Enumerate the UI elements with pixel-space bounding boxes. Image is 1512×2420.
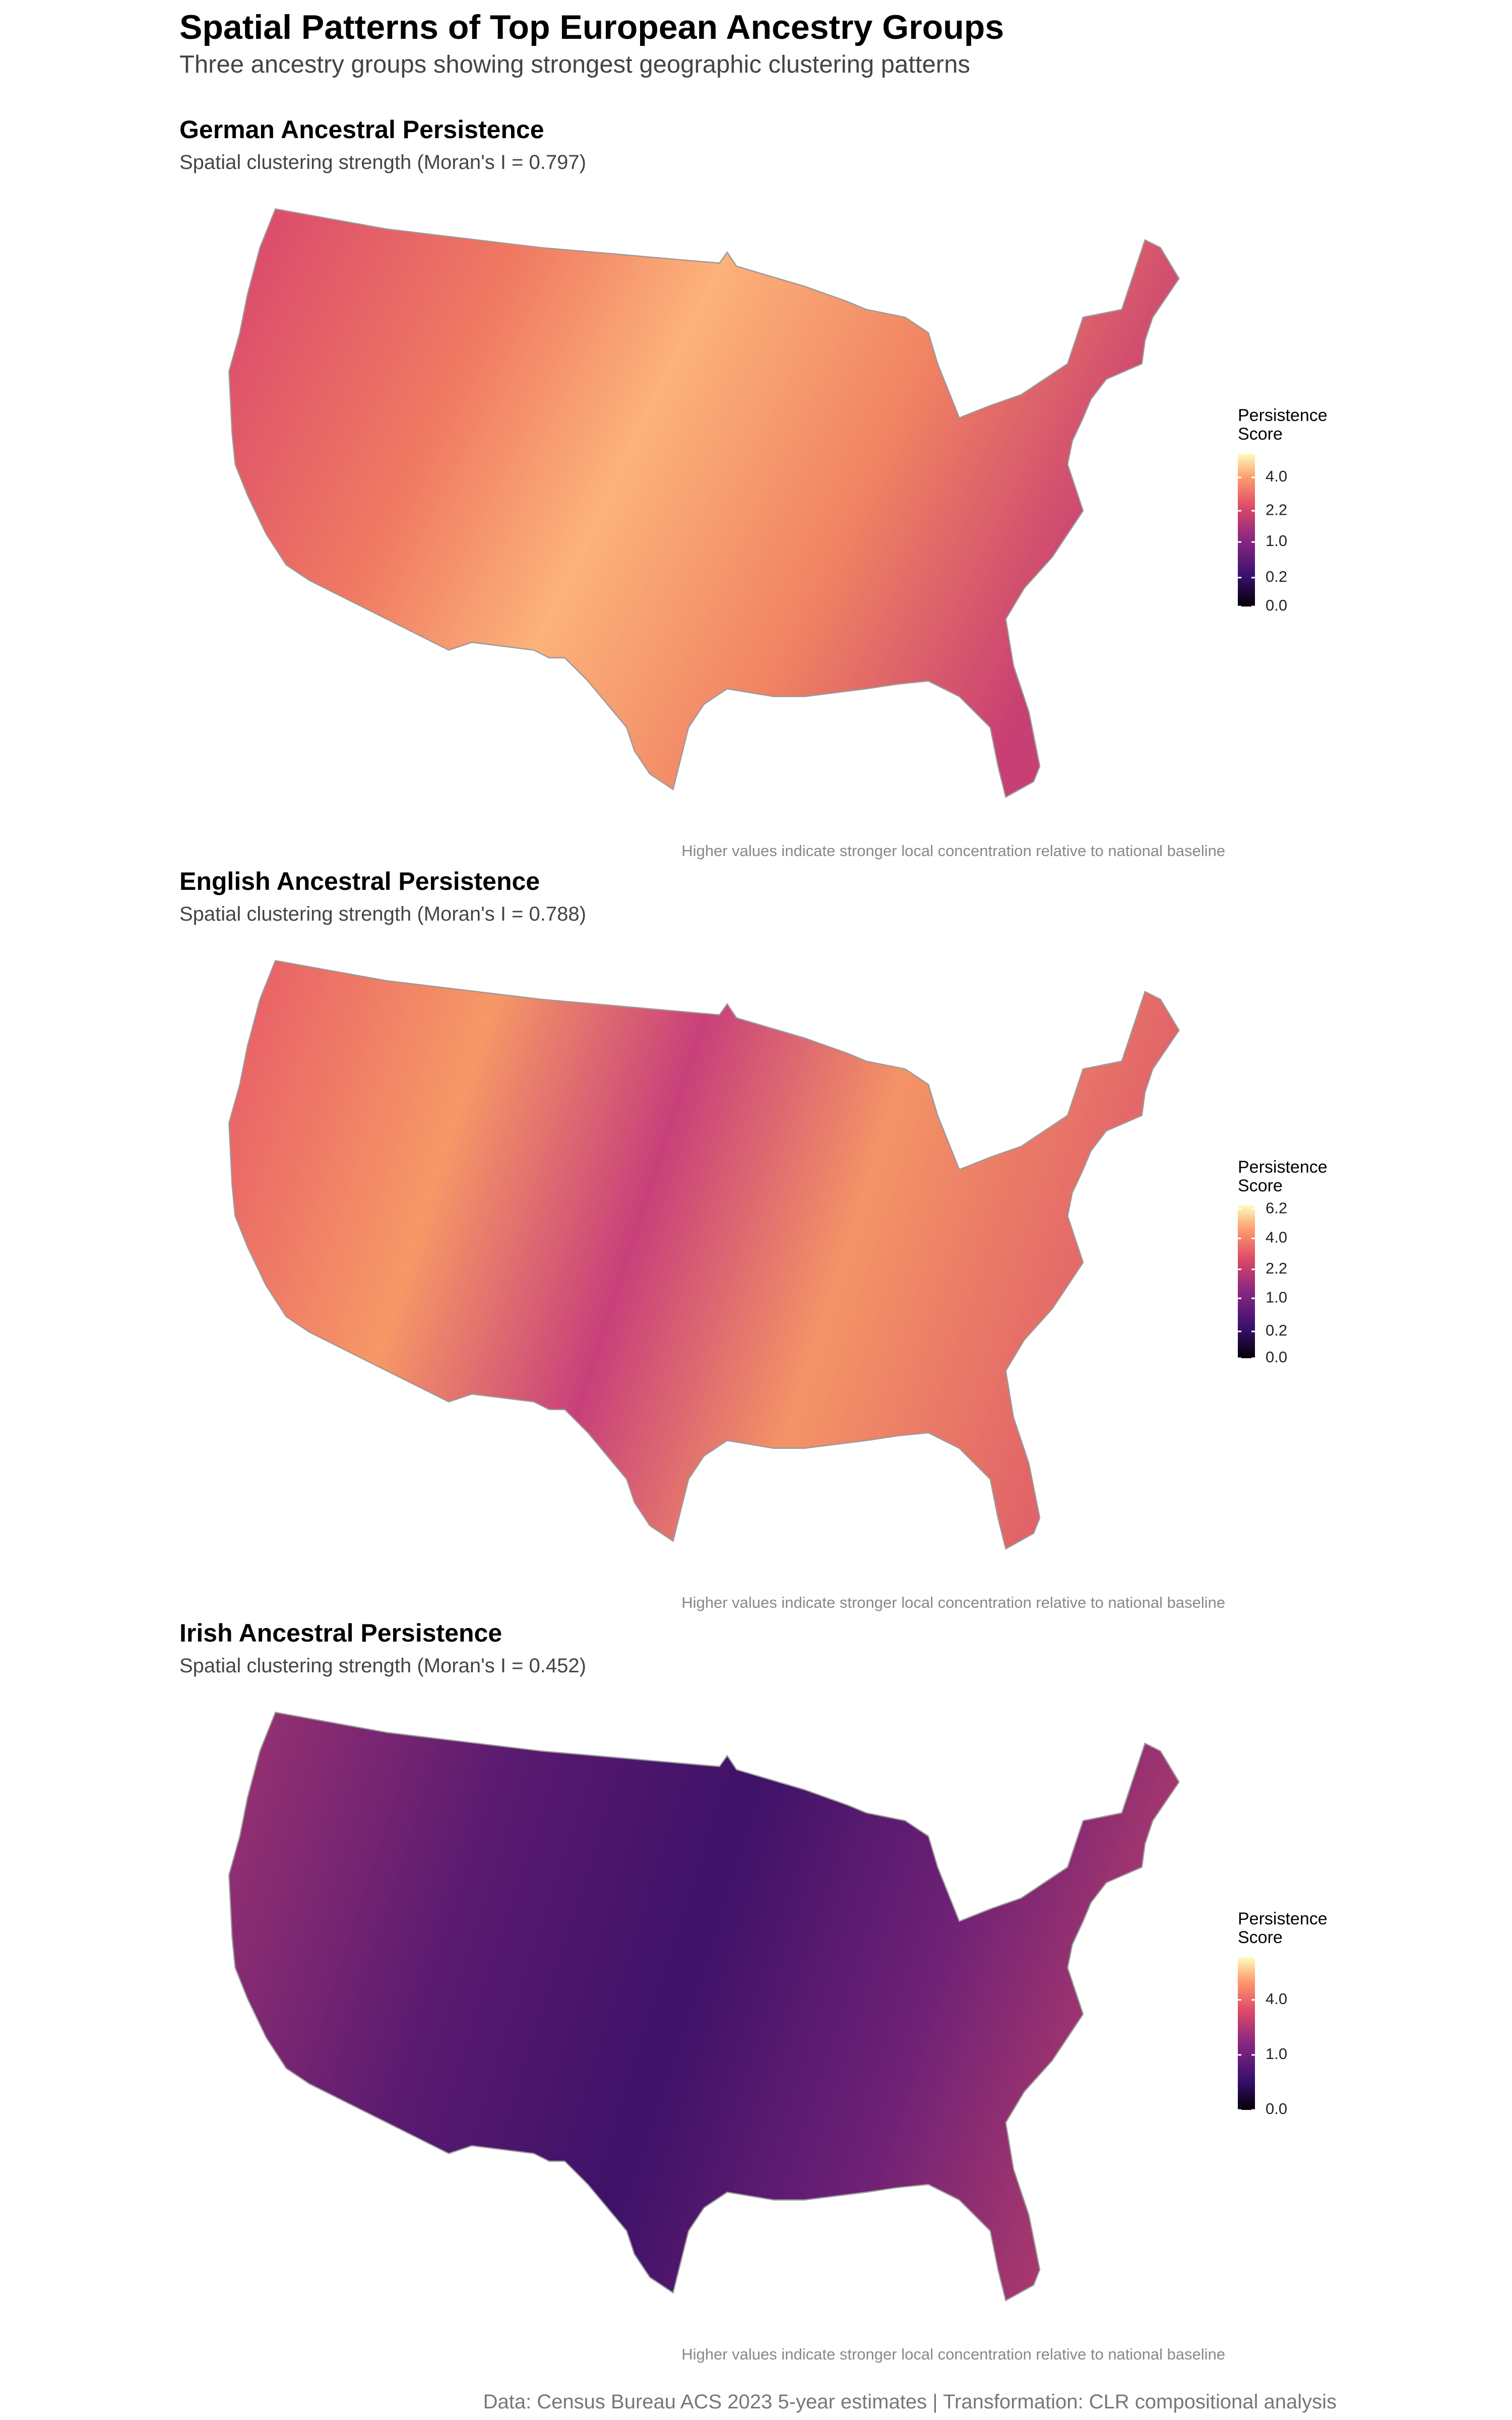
map-english: [228, 959, 1180, 1550]
panel-title: English Ancestral Persistence: [179, 867, 540, 895]
panel-title: Irish Ancestral Persistence: [179, 1619, 502, 1647]
map-german: [228, 208, 1180, 798]
legend-tick-label: 0.2: [1266, 568, 1287, 585]
legend-tick-label: 1.0: [1266, 532, 1287, 550]
page-subtitle: Three ancestry groups showing strongest …: [179, 51, 970, 78]
legend-title: Persistence Score: [1238, 406, 1328, 444]
legend-title: Persistence Score: [1238, 1909, 1328, 1948]
panel-title: German Ancestral Persistence: [179, 115, 544, 144]
legend-title: Persistence Score: [1238, 1158, 1328, 1196]
legend-tick-label: 2.2: [1266, 1259, 1287, 1277]
legend-tick-label: 6.2: [1266, 1199, 1287, 1217]
panel-subtitle: Spatial clustering strength (Moran's I =…: [179, 903, 586, 925]
panel-note: Higher values indicate stronger local co…: [681, 1594, 1225, 1611]
page-title: Spatial Patterns of Top European Ancestr…: [179, 8, 1004, 46]
legend-tick-label: 2.2: [1266, 501, 1287, 518]
legend-tick-label: 1.0: [1266, 1288, 1287, 1306]
legend-tick-label: 0.0: [1266, 1348, 1287, 1366]
legend-tick-label: 4.0: [1266, 467, 1287, 485]
map-irish: [228, 1711, 1180, 2302]
panel-note: Higher values indicate stronger local co…: [681, 842, 1225, 860]
legend-tick-label: 0.2: [1266, 1321, 1287, 1339]
legend-tick-label: 4.0: [1266, 1990, 1287, 2008]
colorbar: [1238, 1205, 1255, 1358]
legend-tick-label: 1.0: [1266, 2045, 1287, 2063]
panel-subtitle: Spatial clustering strength (Moran's I =…: [179, 1655, 586, 1677]
colorbar: [1238, 454, 1255, 607]
legend-tick-label: 0.0: [1266, 2100, 1287, 2118]
legend-tick-label: 4.0: [1266, 1228, 1287, 1246]
footer: Data: Census Bureau ACS 2023 5-year esti…: [483, 2391, 1337, 2413]
panel-note: Higher values indicate stronger local co…: [681, 2345, 1225, 2363]
panel-subtitle: Spatial clustering strength (Moran's I =…: [179, 151, 586, 173]
legend-tick-label: 0.0: [1266, 596, 1287, 614]
colorbar: [1238, 1957, 1255, 2110]
